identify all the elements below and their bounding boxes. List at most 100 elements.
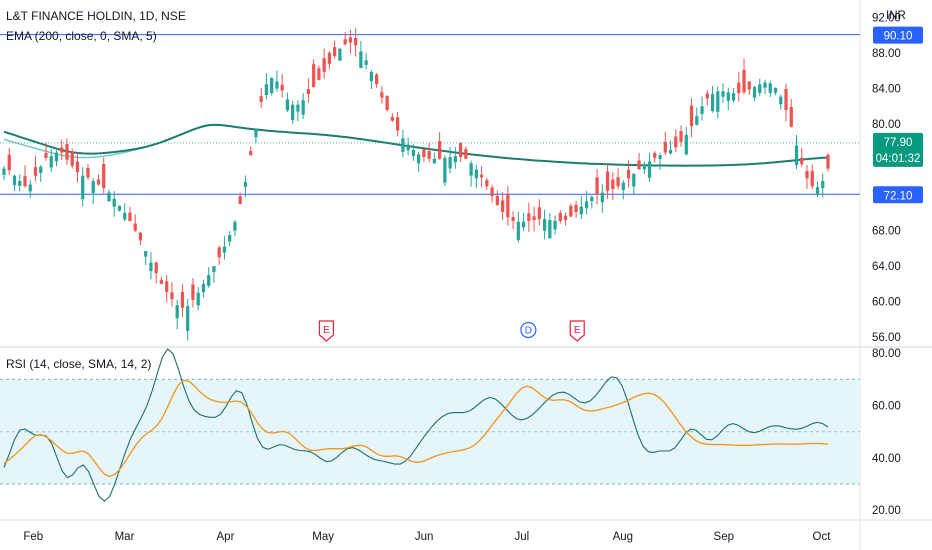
candle-body bbox=[800, 157, 804, 165]
candle-body bbox=[542, 219, 547, 231]
candle-body bbox=[485, 180, 489, 187]
ema-line-secondary bbox=[3, 124, 829, 167]
candle-body bbox=[217, 247, 221, 258]
candle-body bbox=[553, 220, 557, 230]
time-tick-label: Oct bbox=[813, 531, 832, 543]
candle-body bbox=[422, 149, 426, 158]
candle-body bbox=[154, 262, 158, 274]
candle-body bbox=[611, 179, 615, 189]
currency-label: INR bbox=[886, 10, 906, 22]
candle-body bbox=[380, 92, 384, 98]
candle-body bbox=[579, 206, 583, 215]
candle-body bbox=[805, 170, 809, 179]
last-price-badge-text: 77.90 bbox=[884, 137, 913, 149]
candle-body bbox=[616, 177, 620, 187]
candle-body bbox=[448, 157, 452, 169]
candle-body bbox=[333, 47, 337, 56]
lower-line-badge: 72.10 bbox=[873, 186, 923, 204]
candle-body bbox=[212, 266, 216, 272]
price-tick-label: 56.00 bbox=[872, 332, 901, 344]
candle-body bbox=[259, 96, 263, 103]
candle-body bbox=[291, 104, 295, 120]
rsi-line bbox=[3, 348, 829, 502]
candle-body bbox=[149, 262, 153, 272]
candle-body bbox=[249, 151, 253, 156]
candle-body bbox=[7, 154, 11, 171]
candle-body bbox=[296, 104, 300, 112]
candle-body bbox=[39, 166, 43, 173]
rsi-tick-label: 80.00 bbox=[872, 348, 901, 360]
candle-body bbox=[632, 173, 636, 187]
candle-body bbox=[369, 71, 374, 82]
candle-body bbox=[810, 170, 814, 187]
candle-body bbox=[117, 205, 122, 211]
dividend-marker-label: D bbox=[525, 326, 532, 337]
candle-body bbox=[679, 131, 683, 142]
symbol-title[interactable]: L&T FINANCE HOLDIN, 1D, NSE bbox=[6, 9, 186, 23]
candle-body bbox=[275, 81, 279, 89]
last-price-badge: 77.90 04:01:32 bbox=[873, 132, 923, 167]
candle-body bbox=[359, 51, 363, 68]
candle-body bbox=[637, 160, 641, 170]
rsi-tick-label: 60.00 bbox=[872, 401, 901, 413]
candle-body bbox=[96, 179, 101, 185]
candle-body bbox=[710, 94, 715, 112]
earnings-marker[interactable]: E bbox=[569, 320, 585, 342]
candle-body bbox=[70, 151, 74, 166]
candle-body bbox=[159, 280, 164, 284]
candle-body bbox=[54, 152, 59, 162]
candle-body bbox=[821, 180, 825, 189]
candle-body bbox=[170, 292, 174, 299]
candle-body bbox=[700, 106, 704, 114]
candle-body bbox=[396, 117, 400, 131]
ema-indicator-label[interactable]: EMA (200, close, 0, SMA, 5) bbox=[6, 29, 157, 43]
candle-body bbox=[595, 177, 599, 195]
earnings-marker-shape bbox=[318, 320, 335, 342]
ema-line bbox=[3, 123, 829, 167]
candle-body bbox=[773, 87, 778, 93]
candle-body bbox=[243, 181, 248, 188]
time-tick-label: May bbox=[312, 531, 334, 543]
candle-body bbox=[191, 284, 195, 300]
candle-body bbox=[123, 212, 127, 220]
last-price-badge-text: 04:01:32 bbox=[876, 153, 921, 165]
rsi-indicator-label[interactable]: RSI (14, close, SMA, 14, 2) bbox=[6, 357, 152, 371]
candle-body bbox=[322, 58, 326, 72]
candle-body bbox=[647, 161, 652, 178]
candle-body bbox=[254, 128, 258, 138]
candle-body bbox=[196, 292, 200, 306]
last-price-badge-bg bbox=[873, 132, 923, 167]
rsi-band-layer bbox=[0, 378, 860, 485]
upper-line-badge-text: 90.10 bbox=[884, 31, 913, 43]
candle-body bbox=[537, 207, 541, 220]
price-tick-label: 92.00 bbox=[872, 13, 901, 25]
candle-body bbox=[815, 187, 820, 195]
candle-body bbox=[705, 93, 709, 99]
dividend-marker[interactable]: D bbox=[520, 321, 537, 339]
candle-body bbox=[81, 175, 85, 200]
candles-layer bbox=[2, 28, 830, 341]
candle-body bbox=[695, 116, 699, 125]
candle-body bbox=[280, 84, 284, 91]
candle-body bbox=[516, 221, 520, 240]
candle-body bbox=[527, 213, 531, 221]
candle-body bbox=[175, 305, 179, 319]
price-tick-label: 64.00 bbox=[872, 261, 901, 273]
candle-body bbox=[75, 161, 80, 173]
ema-layer bbox=[3, 123, 829, 167]
candle-body bbox=[317, 68, 321, 80]
candle-body bbox=[138, 232, 143, 241]
candle-body bbox=[390, 116, 395, 121]
candle-body bbox=[663, 141, 667, 153]
lower-line-badge-bg bbox=[873, 186, 923, 204]
candle-body bbox=[28, 184, 32, 192]
candle-body bbox=[731, 93, 736, 101]
candle-body bbox=[44, 152, 48, 158]
candle-body bbox=[464, 149, 468, 159]
candle-body bbox=[826, 154, 830, 169]
time-tick-label: Feb bbox=[23, 531, 43, 543]
earnings-marker[interactable]: E bbox=[318, 320, 335, 342]
candle-body bbox=[312, 64, 316, 87]
